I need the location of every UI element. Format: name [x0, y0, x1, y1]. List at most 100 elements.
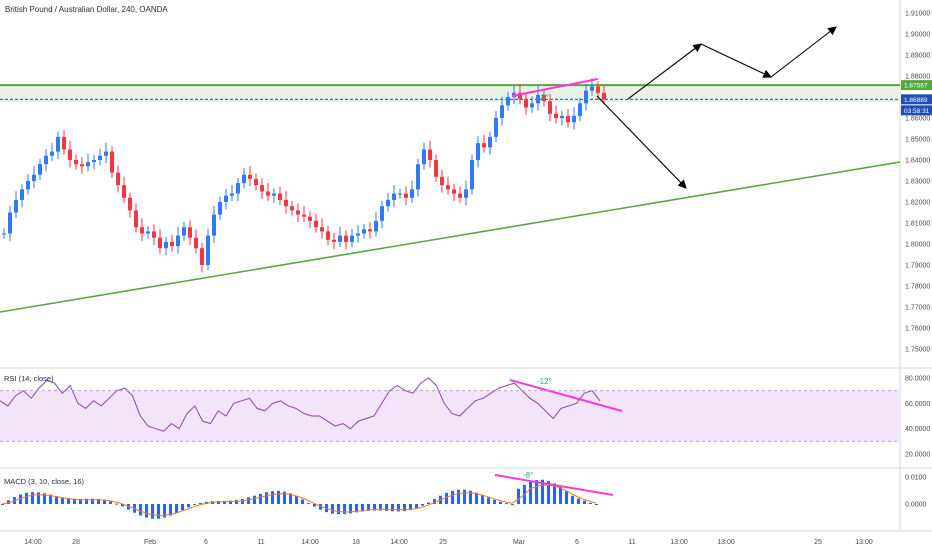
- macd-bar: [91, 498, 94, 504]
- time-axis[interactable]: 14:00 28 Feb 6 11 14:00 18 14:00 25 Mar 6 11 13:00 13…: [24, 539, 873, 546]
- rsi-tick-label: 60.0000: [905, 401, 930, 408]
- chart-title: British Pound / Australian Dollar, 240, …: [5, 5, 168, 14]
- candle-body: [266, 191, 270, 196]
- candle-body: [386, 199, 390, 207]
- macd-bar: [283, 491, 286, 504]
- projection-arrow[interactable]: [596, 95, 687, 189]
- time-tick-label: 25: [439, 539, 447, 546]
- rsi-pane[interactable]: -12° RSI (14, close): [0, 374, 900, 442]
- candle-body: [224, 195, 228, 202]
- price-divergence-label: 8°: [541, 93, 549, 102]
- candle-body: [446, 185, 450, 190]
- candle-body: [578, 103, 582, 116]
- candle-body: [254, 178, 258, 186]
- candle-body: [260, 185, 264, 192]
- candle-body: [452, 189, 456, 194]
- macd-bar: [541, 479, 544, 504]
- projection-arrows[interactable]: [596, 26, 837, 189]
- price-tick-label: 1.89000: [905, 53, 930, 60]
- macd-bar: [217, 500, 220, 504]
- candle-body: [524, 99, 528, 108]
- candle-body: [146, 231, 150, 234]
- macd-bar: [43, 493, 46, 504]
- last-price-tag-text: 1.86889: [904, 97, 928, 104]
- macd-bar: [163, 504, 166, 518]
- candle-body: [602, 92, 606, 100]
- macd-axis[interactable]: 0.0100 0.0000: [905, 475, 927, 509]
- macd-bar: [463, 489, 466, 504]
- projection-arrow[interactable]: [627, 43, 702, 100]
- time-tick-label: 11: [628, 539, 635, 546]
- macd-bar: [235, 500, 238, 504]
- macd-bar: [385, 504, 388, 511]
- candle-body: [164, 241, 168, 249]
- price-tags: 1.87567 1.86889 03:58:31: [901, 80, 932, 116]
- candle-body: [194, 237, 198, 249]
- price-axis[interactable]: 1.910001.900001.890001.880001.870001.860…: [905, 11, 930, 354]
- price-tick-label: 1.81000: [905, 221, 930, 228]
- candle-body: [62, 136, 66, 150]
- price-pane[interactable]: 8°: [0, 26, 901, 313]
- time-tick-label: 18: [352, 539, 360, 546]
- macd-bar: [487, 497, 490, 504]
- macd-signal-line: [1, 484, 597, 516]
- macd-bar: [253, 495, 256, 504]
- price-tick-label: 1.90000: [905, 32, 930, 39]
- candle-body: [158, 237, 162, 249]
- macd-bar: [577, 498, 580, 504]
- candle-body: [80, 164, 84, 167]
- macd-bar: [403, 504, 406, 512]
- macd-bar: [157, 504, 160, 519]
- macd-bar: [493, 499, 496, 504]
- macd-bar: [505, 503, 508, 505]
- candle-body: [476, 143, 480, 160]
- macd-bar: [475, 492, 478, 504]
- macd-pane[interactable]: -8° MACD (3, 10, close, 16): [1, 471, 614, 519]
- rsi-axis[interactable]: 80.0000 60.0000 40.0000 20.0000: [905, 376, 930, 459]
- macd-bar: [241, 498, 244, 504]
- rsi-divergence-line[interactable]: [509, 379, 623, 412]
- candle-body: [206, 235, 210, 265]
- candle-body: [242, 174, 246, 184]
- macd-bar: [145, 504, 148, 518]
- time-tick-label: 6: [575, 539, 579, 546]
- candle-body: [290, 206, 294, 211]
- macd-bar: [139, 504, 142, 516]
- macd-bar: [445, 492, 448, 504]
- resistance-zone: [0, 85, 900, 103]
- candle-body: [200, 248, 204, 265]
- rsi-tick-label: 40.0000: [905, 426, 930, 433]
- candle-body: [482, 143, 486, 148]
- macd-divergence-line[interactable]: [494, 474, 614, 496]
- price-tick-label: 1.75000: [905, 347, 930, 354]
- time-tick-label: 6: [204, 539, 208, 546]
- support-trendline[interactable]: [0, 161, 901, 313]
- macd-bar: [115, 503, 118, 505]
- candle-body: [116, 172, 120, 186]
- macd-bar: [295, 496, 298, 504]
- candle-body: [2, 233, 6, 235]
- macd-bar: [583, 500, 586, 504]
- candle-body: [14, 199, 18, 213]
- candle-body: [44, 155, 48, 165]
- macd-bar: [187, 504, 190, 508]
- projection-arrow[interactable]: [770, 26, 837, 78]
- candle-body: [338, 235, 342, 242]
- price-tick-label: 1.79000: [905, 263, 930, 270]
- candle-body: [488, 136, 492, 148]
- price-divergence-line[interactable]: [511, 78, 599, 97]
- projection-arrow[interactable]: [700, 43, 772, 78]
- macd-bar: [259, 493, 262, 504]
- candle-body: [326, 231, 330, 240]
- candle-body: [152, 231, 156, 238]
- candle-body: [104, 151, 108, 156]
- price-tick-label: 1.91000: [905, 11, 930, 18]
- macd-bar: [49, 494, 52, 504]
- candle-body: [302, 214, 306, 217]
- candle-body: [572, 115, 576, 123]
- candle-body: [68, 149, 72, 160]
- macd-bar: [301, 499, 304, 504]
- rsi-line: [0, 377, 601, 432]
- candle-body: [38, 164, 42, 175]
